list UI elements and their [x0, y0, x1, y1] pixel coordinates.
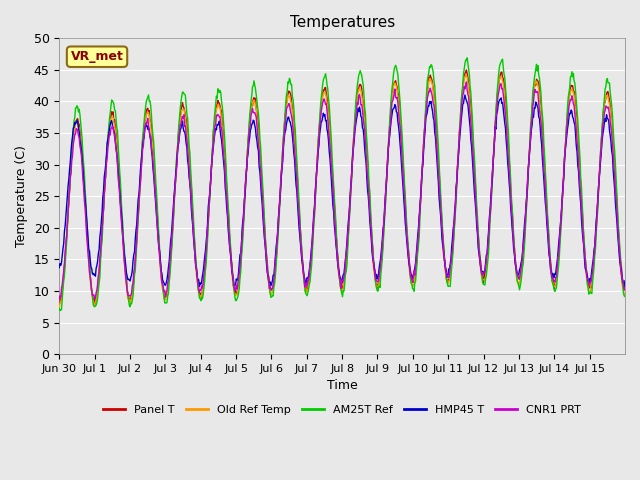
Legend: Panel T, Old Ref Temp, AM25T Ref, HMP45 T, CNR1 PRT: Panel T, Old Ref Temp, AM25T Ref, HMP45 …: [99, 401, 586, 420]
Title: Temperatures: Temperatures: [289, 15, 395, 30]
Y-axis label: Temperature (C): Temperature (C): [15, 145, 28, 247]
Text: VR_met: VR_met: [70, 50, 124, 63]
X-axis label: Time: Time: [327, 379, 358, 392]
